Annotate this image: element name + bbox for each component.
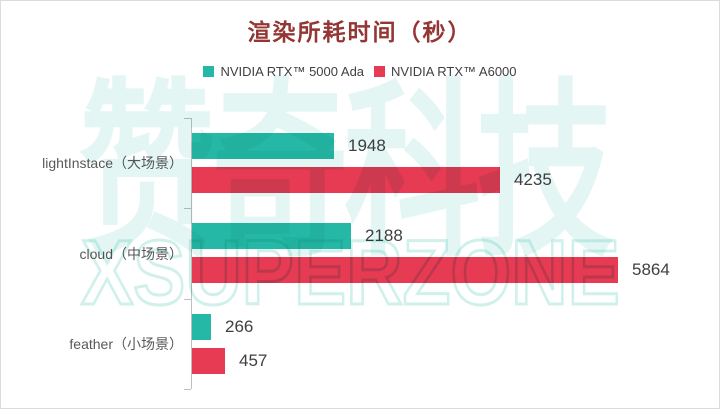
axis-tick	[184, 389, 191, 390]
legend-label-a6000: NVIDIA RTX™ A6000	[391, 64, 517, 79]
value-label: 266	[225, 316, 254, 336]
legend: NVIDIA RTX™ 5000 Ada NVIDIA RTX™ A6000	[1, 64, 719, 79]
bar-a6000	[192, 257, 618, 284]
bar-a6000	[192, 347, 225, 374]
legend-item-rtx5000: NVIDIA RTX™ 5000 Ada	[203, 64, 364, 79]
plot-area: lightInstace（大场景） 1948 4235 cloud（中场景） 2188 5…	[1, 118, 719, 390]
axis-tick	[184, 208, 191, 209]
bar-a6000	[192, 167, 500, 193]
value-label: 2188	[365, 226, 403, 246]
category-label: cloud（中场景）	[79, 245, 183, 262]
bar-rtx5000	[192, 133, 334, 159]
value-label: 4235	[514, 170, 552, 189]
category-label: feather（小场景）	[69, 335, 183, 352]
category-label: lightInstace（大场景）	[42, 155, 183, 172]
value-label: 5864	[632, 260, 670, 280]
axis-tick	[184, 118, 191, 119]
legend-label-rtx5000: NVIDIA RTX™ 5000 Ada	[220, 64, 365, 79]
chart-title: 渲染所耗时间（秒）	[247, 19, 473, 46]
legend-swatch-rtx5000-icon	[203, 66, 215, 77]
legend-swatch-a6000-icon	[374, 66, 386, 77]
y-axis-line	[191, 118, 192, 389]
bar-rtx5000	[192, 313, 211, 340]
legend-item-a6000: NVIDIA RTX™ A6000	[374, 64, 517, 79]
value-label: 457	[239, 350, 268, 370]
value-label: 1948	[348, 136, 386, 155]
bar-rtx5000	[192, 223, 351, 250]
axis-tick	[184, 299, 191, 300]
